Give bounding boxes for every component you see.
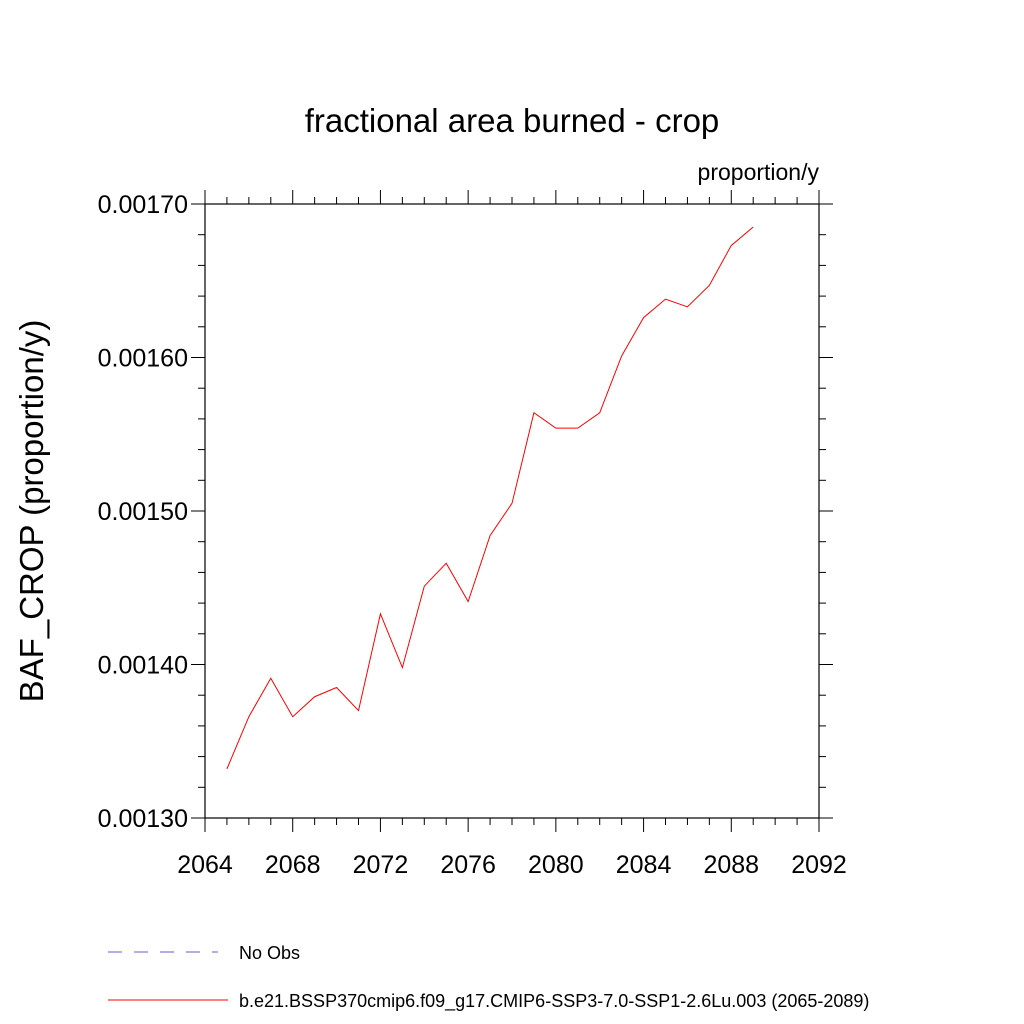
series-line <box>226 226 754 770</box>
series-layer <box>226 226 754 770</box>
chart-title: fractional area burned - crop <box>305 102 720 139</box>
units-label: proportion/y <box>698 159 820 185</box>
y-tick-labels: 0.00130 0.00140 0.00150 0.00160 0.00170 <box>98 191 188 833</box>
y-tick-label: 0.00150 <box>98 498 188 526</box>
y-tick-label: 0.00140 <box>98 652 188 680</box>
y-axis-label: BAF_CROP (proportion/y) <box>13 320 50 703</box>
legend: No Obs b.e21.BSSP370cmip6.f09_g17.CMIP6-… <box>108 943 869 1012</box>
y-tick-label: 0.00160 <box>98 345 188 373</box>
x-tick-labels: 2064 2068 2072 2076 2080 2084 2088 2092 <box>177 851 847 879</box>
axis-ticks <box>191 190 833 832</box>
y-tick-label: 0.00130 <box>98 805 188 833</box>
x-tick-label: 2080 <box>528 851 584 879</box>
plot-frame <box>204 203 820 819</box>
x-tick-label: 2076 <box>440 851 496 879</box>
y-tick-label: 0.00170 <box>98 191 188 219</box>
x-tick-label: 2084 <box>616 851 672 879</box>
x-tick-label: 2064 <box>177 851 233 879</box>
legend-model-label: b.e21.BSSP370cmip6.f09_g17.CMIP6-SSP3-7.… <box>239 991 869 1012</box>
legend-no-obs-label: No Obs <box>239 943 300 963</box>
x-tick-label: 2088 <box>703 851 759 879</box>
x-tick-label: 2072 <box>353 851 409 879</box>
x-tick-label: 2092 <box>791 851 847 879</box>
x-tick-label: 2068 <box>265 851 321 879</box>
